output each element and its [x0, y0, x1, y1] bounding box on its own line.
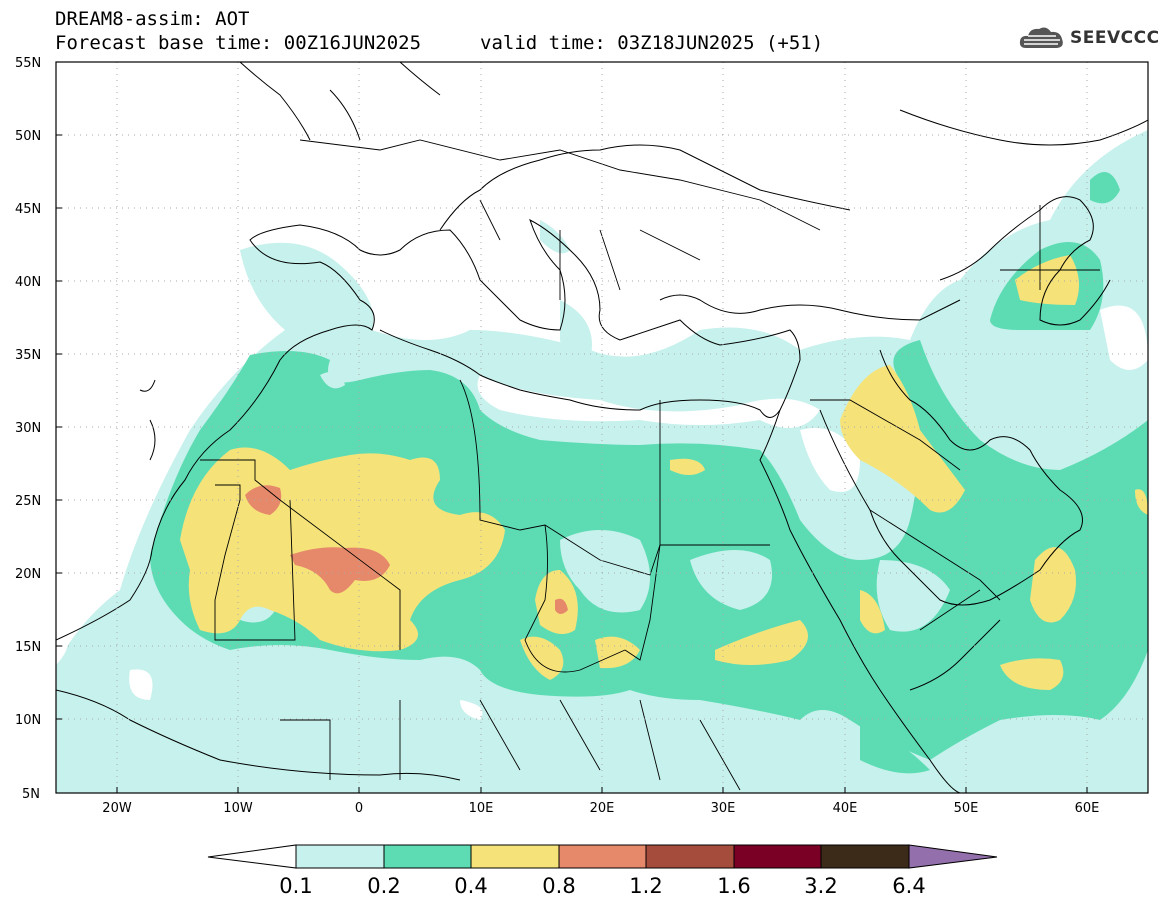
- lon-label: 0: [355, 801, 363, 816]
- lat-label: 25N: [15, 494, 41, 509]
- lon-label: 20E: [590, 801, 615, 816]
- colorbar-label: 1.2: [629, 874, 662, 898]
- colorbar-cell: [645, 844, 735, 869]
- gridlines: [56, 62, 1148, 793]
- cloud-logo-icon: [1019, 27, 1063, 48]
- colorbar-label: 6.4: [892, 874, 925, 898]
- map-title: DREAM8-assim: AOT: [55, 8, 250, 30]
- lon-label: 60E: [1075, 801, 1100, 816]
- lon-label: 50E: [954, 801, 979, 816]
- colorbar-above-arrow: [908, 844, 998, 869]
- seevccc-logo: SEEVCCC: [1018, 24, 1160, 52]
- lat-label: 45N: [15, 202, 41, 217]
- lon-label: 20W: [102, 801, 132, 816]
- aot-band-0.8-1.2: [245, 485, 568, 614]
- colorbar-label: 0.4: [454, 874, 487, 898]
- lat-label: 5N: [22, 787, 40, 802]
- colorbar-labels: 0.1 0.2 0.4 0.8 1.2 1.6 3.2 6.4: [279, 874, 925, 898]
- colorbar: [207, 844, 998, 869]
- logo-text: SEEVCCC: [1070, 28, 1160, 48]
- valid-time: valid time: 03Z18JUN2025 (+51): [480, 32, 824, 54]
- tick-marks: [56, 61, 1088, 794]
- colorbar-label: 0.8: [542, 874, 575, 898]
- colorbar-cell: [820, 844, 910, 869]
- colorbar-label: 3.2: [804, 874, 837, 898]
- lat-label: 20N: [15, 567, 41, 582]
- lon-label: 10W: [223, 801, 253, 816]
- lat-label: 35N: [15, 348, 41, 363]
- colorbar-cell: [470, 844, 560, 869]
- lat-label: 55N: [15, 56, 41, 71]
- lon-label: 30E: [711, 801, 736, 816]
- colorbar-cell: [733, 844, 822, 869]
- lat-label: 40N: [15, 275, 41, 290]
- lon-label: 40E: [833, 801, 858, 816]
- lat-label: 30N: [15, 421, 41, 436]
- colorbar-label: 0.2: [367, 874, 400, 898]
- forecast-base-time: Forecast base time: 00Z16JUN2025: [55, 32, 422, 54]
- colorbar-label: 1.6: [717, 874, 750, 898]
- lon-labels: 20W 10W 0 10E 20E 30E 40E 50E 60E: [102, 801, 1099, 816]
- country-borders: [200, 139, 1100, 791]
- colorbar-cell: [295, 844, 385, 869]
- lat-labels: 55N 50N 45N 40N 35N 30N 25N 20N 15N 10N …: [15, 56, 41, 802]
- colorbar-below-arrow: [207, 844, 297, 869]
- lat-label: 10N: [15, 713, 41, 728]
- lat-label: 50N: [15, 129, 41, 144]
- aot-field: [56, 130, 1148, 793]
- lon-label: 10E: [469, 801, 494, 816]
- colorbar-label: 0.1: [279, 874, 312, 898]
- colorbar-cell: [558, 844, 647, 869]
- colorbar-cell: [383, 844, 472, 869]
- coastlines: [56, 62, 1148, 793]
- lat-label: 15N: [15, 640, 41, 655]
